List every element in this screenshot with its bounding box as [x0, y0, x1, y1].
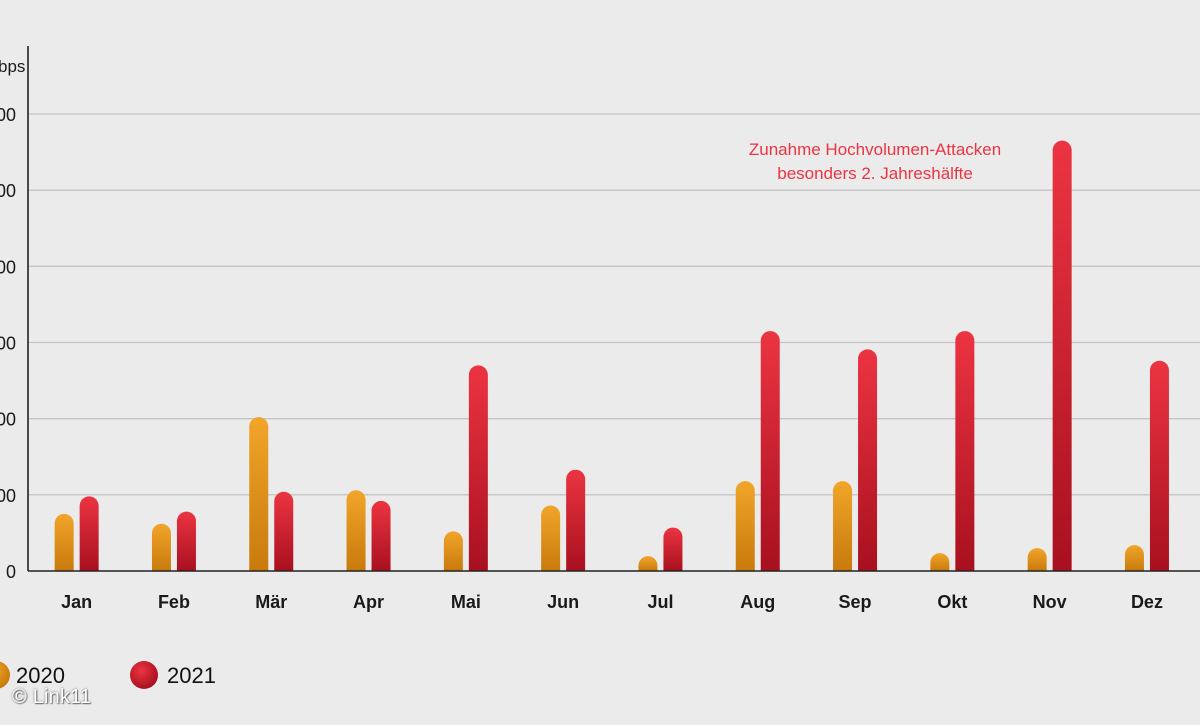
bar-2020-nov — [1027, 548, 1047, 571]
x-tick-label: Feb — [158, 592, 190, 612]
bar-2021-feb — [176, 511, 196, 571]
legend-marker-2020 — [0, 661, 10, 689]
legend-marker-2021 — [130, 661, 158, 689]
x-tick-label: Jan — [61, 592, 92, 612]
annotation-line: besonders 2. Jahreshälfte — [777, 164, 973, 183]
x-tick-label: Okt — [937, 592, 967, 612]
annotation-text: Zunahme Hochvolumen-Attacken besonders 2.… — [749, 140, 1001, 183]
y-tick-label: 00 — [0, 334, 16, 354]
copyright-notice: © Link11 — [12, 686, 92, 708]
y-axis-label: bps — [0, 57, 25, 76]
bar-2020-jun — [541, 505, 561, 571]
x-tick-label: Apr — [353, 592, 384, 612]
x-tick-label: Nov — [1033, 592, 1067, 612]
y-tick-label: 00 — [0, 410, 16, 430]
y-tick-label: 00 — [0, 181, 16, 201]
x-tick-label: Sep — [839, 592, 872, 612]
x-tick-label: Mär — [255, 592, 287, 612]
x-tick-label: Aug — [740, 592, 775, 612]
gridlines — [28, 113, 1200, 496]
x-tick-label: Jul — [647, 592, 673, 612]
legend-label-2021: 2021 — [167, 663, 216, 688]
bar-2020-mai — [443, 531, 463, 571]
legend-label-2020: 2020 — [16, 663, 65, 688]
bar-2021-aug — [760, 331, 780, 571]
legend: 2020 2021 — [0, 661, 216, 689]
bar-2021-sep — [858, 349, 878, 571]
bar-2020-jul — [638, 556, 658, 571]
bar-2021-jul — [663, 527, 683, 571]
y-tick-label: 00 — [0, 257, 16, 277]
x-tick-label: Dez — [1131, 592, 1163, 612]
bar-2020-dez — [1124, 545, 1144, 571]
annotation-line: Zunahme Hochvolumen-Attacken — [749, 140, 1001, 159]
bar-2020-aug — [735, 481, 755, 571]
axes — [27, 46, 1200, 572]
bar-2021-apr — [371, 500, 391, 571]
bars — [54, 140, 1169, 572]
y-tick-label: 00 — [0, 486, 16, 506]
bar-2020-jan — [54, 513, 74, 571]
bar-2020-apr — [346, 490, 366, 571]
bar-2021-dez — [1149, 360, 1169, 571]
bar-2021-jun — [566, 469, 586, 571]
x-axis-ticks: Jan Feb Mär Apr Mai Jun Jul Aug Sep Okt Nov Dez — [61, 592, 1163, 612]
bar-2021-nov — [1052, 140, 1072, 572]
bar-2020-sep — [833, 481, 853, 571]
annotation: Zunahme Hochvolumen-Attacken besonders 2.… — [749, 140, 1001, 183]
bar-2021-mai — [468, 365, 488, 571]
y-tick-label: 00 — [0, 105, 16, 125]
x-tick-label: Jun — [547, 592, 579, 612]
bar-2021-jan — [79, 496, 99, 571]
bar-2020-mär — [249, 417, 269, 571]
bar-2020-okt — [930, 553, 950, 571]
y-tick-label: 0 — [6, 562, 16, 582]
bar-2020-feb — [151, 523, 171, 571]
bar-2021-mär — [274, 491, 294, 571]
x-tick-label: Mai — [451, 592, 481, 612]
bar-2021-okt — [955, 331, 975, 571]
